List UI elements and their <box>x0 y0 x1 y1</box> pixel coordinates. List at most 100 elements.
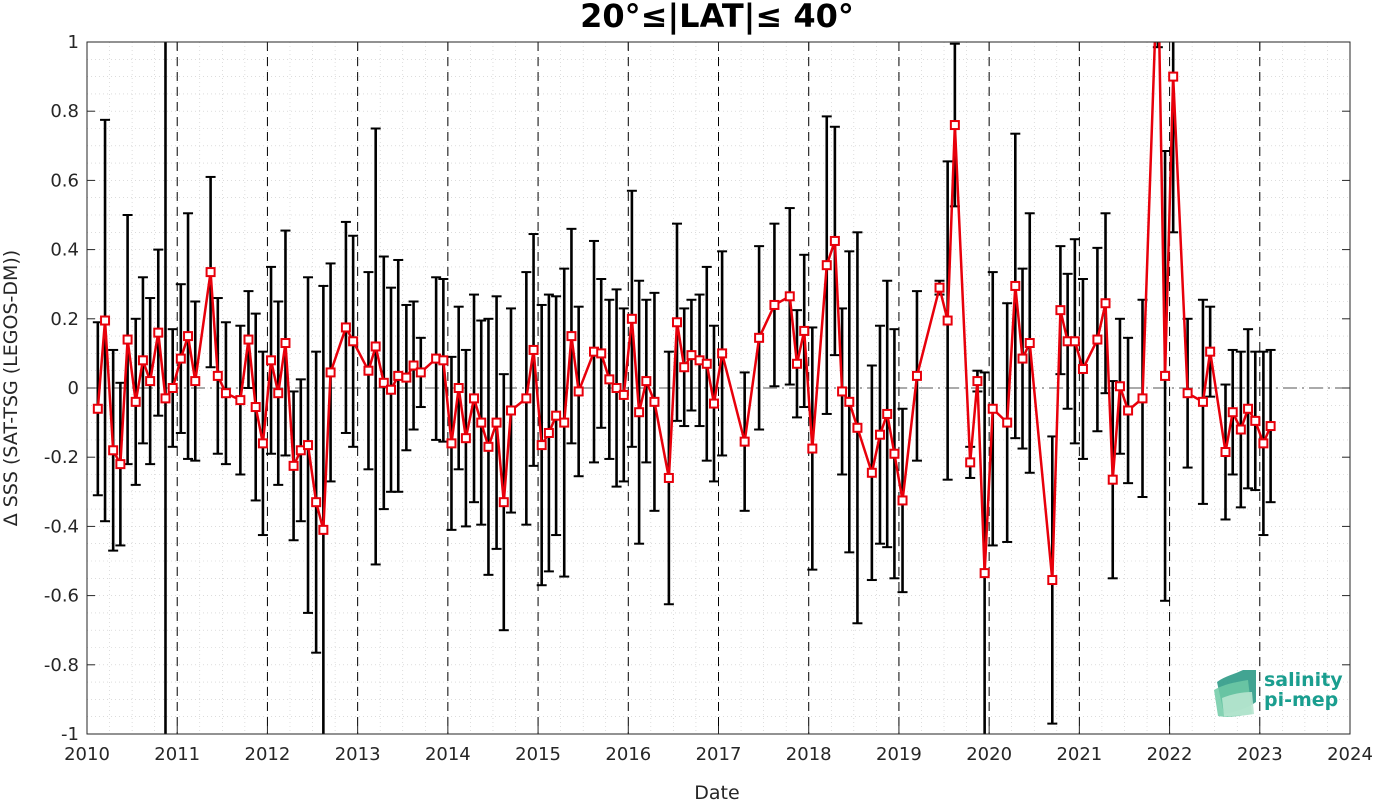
y-axis-ticks: -1 -0.8 -0.6 -0.4 -0.2 0 0.2 0.4 0.6 0.8 1 <box>44 32 1350 745</box>
data-point <box>498 497 509 508</box>
data-point <box>679 362 690 373</box>
x-tick-label: 2021 <box>1056 744 1102 765</box>
data-point <box>1100 298 1111 309</box>
chart-title: 20°≤|LAT|≤ 40° <box>580 0 854 36</box>
data-point <box>92 403 103 414</box>
data-point <box>1017 353 1028 364</box>
data-point <box>1002 417 1013 428</box>
y-tick-label: 1 <box>68 32 79 53</box>
x-tick-label: 2013 <box>335 744 381 765</box>
data-point <box>1235 424 1246 435</box>
data-point <box>1265 421 1276 432</box>
data-point <box>348 336 359 347</box>
data-point <box>415 367 426 378</box>
data-point <box>280 338 291 349</box>
y-tick-label: -0.4 <box>44 516 79 537</box>
data-point <box>393 370 404 381</box>
data-point <box>1047 575 1058 586</box>
x-axis-label: Date <box>694 782 739 801</box>
data-point <box>708 398 719 409</box>
data-point <box>325 367 336 378</box>
wave-logo-icon <box>1214 670 1256 717</box>
y-tick-label: -0.8 <box>44 655 79 676</box>
data-point <box>1168 71 1179 82</box>
data-point <box>243 334 254 345</box>
x-axis-ticks: 2010 2011 2012 2013 2014 2015 2016 2017 2018 2019… <box>64 42 1373 765</box>
data-point <box>446 438 457 449</box>
data-point <box>987 403 998 414</box>
data-point <box>205 267 216 278</box>
data-point <box>340 322 351 333</box>
data-point <box>1055 305 1066 316</box>
data-point <box>130 396 141 407</box>
data-point <box>528 344 539 355</box>
data-point <box>1205 346 1216 357</box>
data-point <box>460 433 471 444</box>
data-point <box>167 383 178 393</box>
x-tick-label: 2015 <box>515 744 561 765</box>
data-point <box>235 395 246 406</box>
data-point <box>288 460 299 471</box>
data-point <box>483 441 494 452</box>
data-point <box>1069 336 1080 347</box>
data-point <box>363 365 374 376</box>
logo-line-1: salinity <box>1264 669 1343 691</box>
data-point <box>273 388 284 399</box>
data-point <box>266 355 277 366</box>
data-point <box>295 445 306 456</box>
x-tick-label: 2014 <box>425 744 471 765</box>
x-tick-label: 2019 <box>876 744 922 765</box>
data-point <box>634 407 645 418</box>
data-point <box>212 370 223 381</box>
data-point <box>551 410 562 421</box>
data-point <box>408 360 419 371</box>
x-tick-label: 2022 <box>1147 744 1193 765</box>
data-point <box>1114 381 1125 392</box>
data-point <box>739 436 750 447</box>
data-point <box>160 393 171 404</box>
y-tick-label: 0 <box>68 378 79 399</box>
salinity-pi-mep-logo: salinity pi-mep <box>1214 669 1343 717</box>
y-tick-label: -0.6 <box>44 586 79 607</box>
data-point <box>536 440 547 451</box>
data-point <box>874 429 885 440</box>
x-tick-label: 2023 <box>1237 744 1283 765</box>
data-point <box>897 495 908 506</box>
x-tick-label: 2012 <box>245 744 291 765</box>
data-point <box>521 393 532 404</box>
data-point <box>311 497 322 508</box>
y-tick-label: 0.6 <box>50 170 79 191</box>
data-point <box>1197 396 1208 407</box>
y-tick-label: 0.4 <box>50 240 79 261</box>
data-point <box>934 282 945 293</box>
minor-grid <box>86 41 1351 735</box>
data-point <box>618 389 629 400</box>
data-point <box>889 448 900 459</box>
data-point <box>965 457 976 468</box>
data-point <box>604 374 615 385</box>
data-point <box>370 341 381 352</box>
data-point <box>942 315 953 326</box>
data-point <box>153 327 164 338</box>
data-point <box>1024 338 1035 349</box>
data-point <box>183 331 194 342</box>
data-point <box>543 427 554 438</box>
data-point <box>641 376 652 387</box>
data-point <box>663 472 674 483</box>
data-point <box>378 377 389 388</box>
y-tick-label: -1 <box>61 724 79 745</box>
data-point <box>250 402 261 413</box>
data-point <box>108 445 119 456</box>
data-point <box>1220 447 1231 458</box>
data-point <box>220 388 231 399</box>
y-tick-label: 0.8 <box>50 101 79 122</box>
data-point <box>1258 438 1269 449</box>
data-point <box>453 383 464 393</box>
data-point <box>799 325 810 336</box>
data-point <box>1077 363 1088 374</box>
x-tick-label: 2024 <box>1327 744 1373 765</box>
data-point <box>852 422 863 433</box>
data-point <box>882 408 893 419</box>
data-point <box>469 393 480 404</box>
